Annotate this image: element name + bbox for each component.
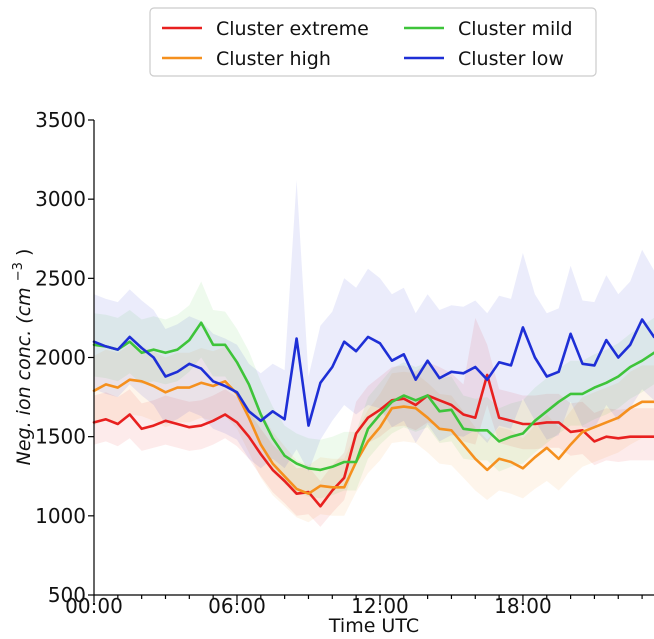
band-low	[94, 180, 654, 472]
y-axis-title-exp: −3	[11, 262, 26, 281]
y-tick-label: 3500	[35, 108, 86, 132]
series-lines	[92, 318, 654, 508]
y-tick-label: 500	[48, 583, 86, 607]
x-axis-title: Time UTC	[328, 615, 419, 637]
legend-label-low: Cluster low	[458, 48, 564, 70]
legend-label-high: Cluster high	[216, 48, 331, 70]
legend: Cluster extreme Cluster high Cluster mil…	[149, 7, 597, 77]
confidence-bands	[94, 180, 654, 527]
series-line-mild	[92, 321, 654, 472]
series-line-low	[92, 318, 654, 427]
x-tick-label: 00:00	[65, 594, 123, 618]
legend-label-extreme: Cluster extreme	[216, 18, 369, 40]
x-axis-ticks: 00:00 06:00 12:00 18:00	[65, 594, 643, 618]
y-axis-ticks: 500 1000 1500 2000 2500 3000 3500	[35, 108, 94, 607]
y-axis-title-unit: (cm	[13, 287, 35, 323]
y-tick-label: 2500	[35, 266, 86, 290]
y-tick-label: 1500	[35, 425, 86, 449]
x-tick-label: 12:00	[351, 594, 409, 618]
series-line-high	[92, 378, 654, 496]
y-tick-label: 1000	[35, 504, 86, 528]
y-axis-title-close: )	[13, 249, 35, 256]
legend-box	[149, 7, 597, 77]
legend-label-mild: Cluster mild	[458, 18, 573, 40]
band-mild	[94, 281, 654, 499]
x-tick-label: 06:00	[208, 594, 266, 618]
y-axis-title: Neg. ion conc. (cm −3 )	[5, 249, 35, 466]
x-tick-label: 18:00	[494, 594, 552, 618]
y-axis-title-prefix: Neg. ion conc.	[13, 330, 35, 466]
y-tick-label: 2000	[35, 346, 86, 370]
y-tick-label: 3000	[35, 187, 86, 211]
series-line-extreme	[92, 373, 654, 508]
